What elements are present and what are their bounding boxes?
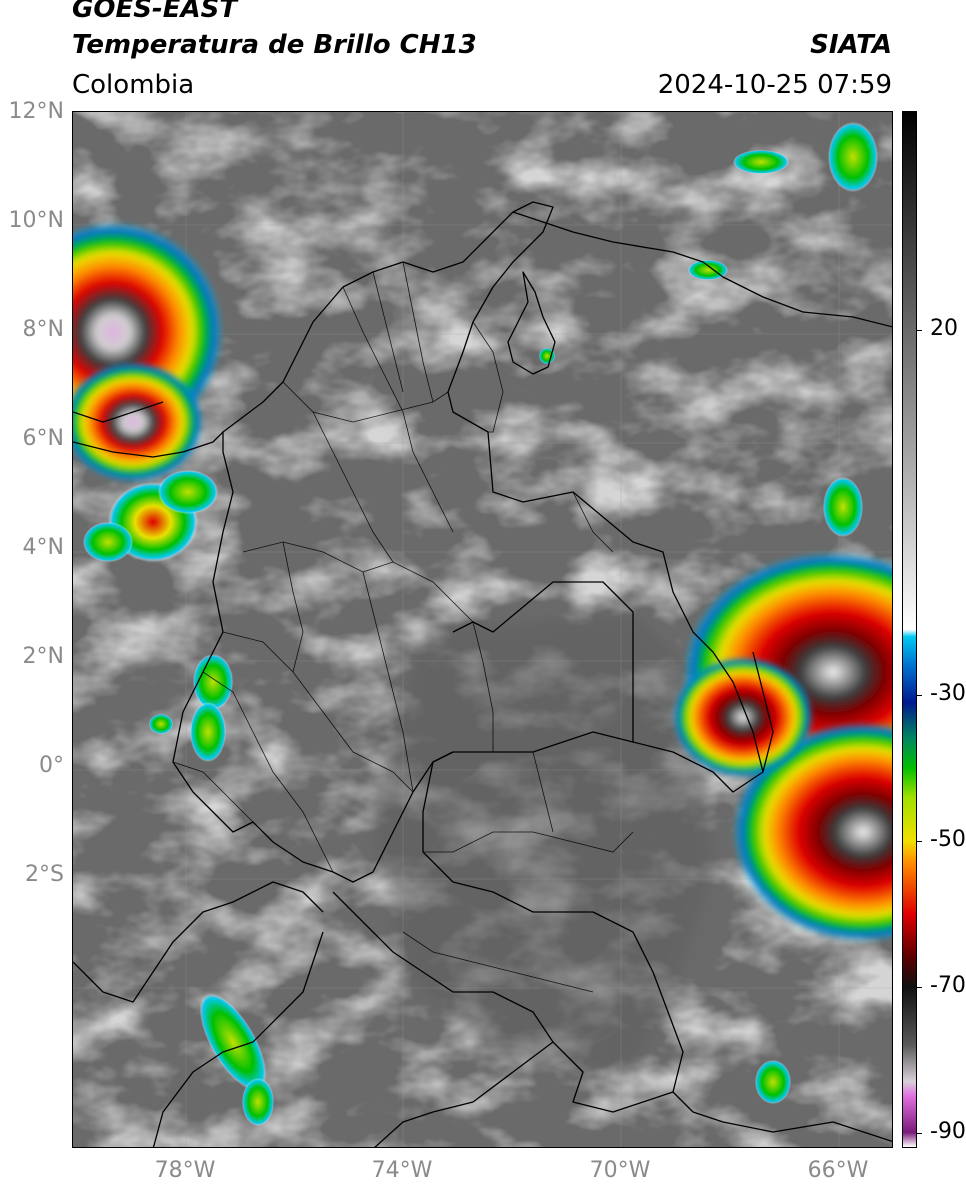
maracaibo-cell	[539, 348, 555, 364]
colorbar-tick-mark	[916, 987, 922, 989]
southeast-cell	[755, 1060, 791, 1104]
colorbar-tick-mark	[916, 1133, 922, 1135]
region-label: Colombia	[72, 70, 195, 100]
caribbean-cell-2	[828, 122, 878, 192]
lon-label-66w: 66°W	[807, 1158, 869, 1183]
caribbean-cell-1	[733, 150, 789, 174]
caribbean-cell-3	[688, 260, 728, 280]
pacific-cell-2	[190, 702, 226, 762]
storm-east-west	[673, 657, 813, 777]
dark-land-area	[373, 612, 713, 1072]
pacific-band-south	[199, 993, 267, 1091]
lat-label-4n: 4°N	[22, 535, 64, 560]
lat-label-2n: 2°N	[22, 644, 64, 669]
storm-east-south	[733, 722, 892, 942]
lon-label-78w: 78°W	[154, 1158, 216, 1183]
lon-label-74w: 74°W	[371, 1158, 433, 1183]
colorbar-tick-m70: -70	[930, 973, 966, 999]
colorbar-tick-m50: -50	[930, 827, 966, 853]
pacific-cell-3	[149, 714, 173, 734]
colorbar-tick-mark	[916, 695, 922, 697]
lat-label-12n: 12°N	[8, 99, 64, 124]
colorbar-tick-m30: -30	[930, 681, 966, 707]
map-canvas	[73, 112, 892, 1147]
product-title: Temperatura de Brillo CH13	[72, 30, 477, 60]
lat-label-10n: 10°N	[8, 208, 64, 233]
pacific-cell-1	[193, 654, 233, 710]
colorbar-tick-mark	[916, 330, 922, 332]
department-borders	[172, 261, 634, 993]
timestamp-label: 2024-10-25 07:59	[657, 70, 892, 100]
venezuela-cell	[823, 477, 863, 537]
satellite-map[interactable]	[72, 111, 893, 1148]
convective-cells	[73, 122, 892, 1126]
storm-west-cell-2	[83, 522, 133, 562]
storm-west-south	[73, 362, 203, 482]
colorbar-tick-20: 20	[930, 316, 958, 342]
lat-label-2s: 2°S	[25, 862, 64, 887]
temperature-colorbar	[902, 111, 917, 1148]
pacific-band-south-2	[242, 1078, 274, 1126]
colorbar-tick-mark	[916, 841, 922, 843]
lat-label-8n: 8°N	[22, 317, 64, 342]
organization-label: SIATA	[810, 30, 892, 60]
storm-west-cell-3	[158, 470, 218, 514]
lat-label-0: 0°	[39, 753, 64, 778]
satellite-name: GOES-EAST	[72, 0, 238, 24]
lat-label-6n: 6°N	[22, 426, 64, 451]
lon-label-70w: 70°W	[589, 1158, 651, 1183]
country-borders	[73, 201, 892, 1147]
colorbar-tick-m90: -90	[930, 1119, 966, 1145]
